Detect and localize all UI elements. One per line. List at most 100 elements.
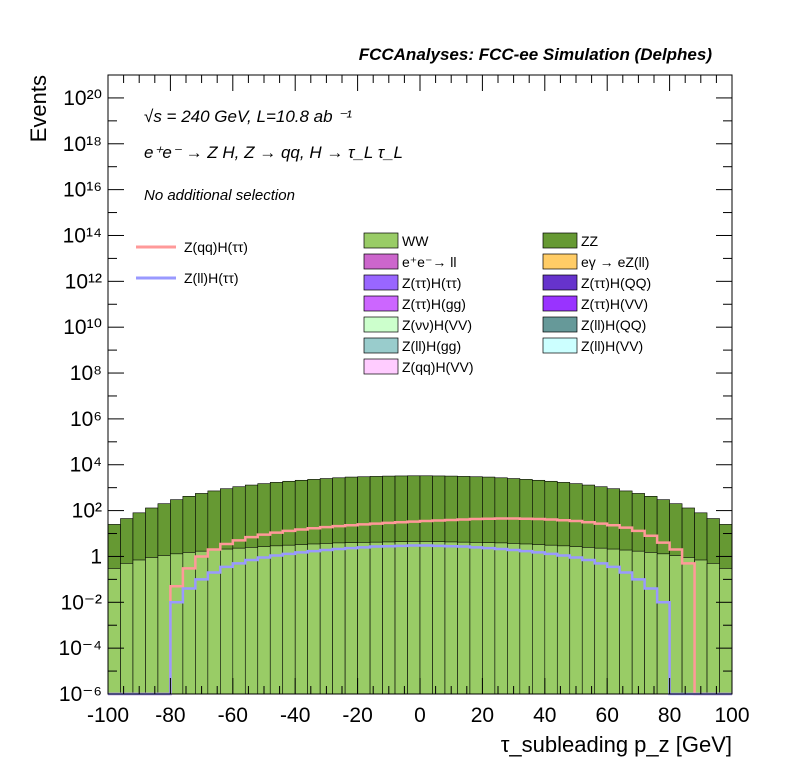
stack-13 <box>107 541 733 695</box>
legend: Z(qq)H(ττ) Z(ll)H(ττ) WW e⁺e⁻→ ll Z(ττ)H(ττ)… <box>136 232 651 375</box>
bar <box>357 542 371 695</box>
legend-entry: Z(qq)H(ττ) <box>184 239 248 255</box>
bar <box>220 548 234 695</box>
legend-swatch <box>542 232 578 249</box>
bar <box>719 568 733 695</box>
bar <box>569 546 583 695</box>
bar <box>344 542 358 695</box>
bar <box>120 563 134 695</box>
bar <box>581 547 596 695</box>
legend-swatch <box>363 337 399 354</box>
x-tick-label: 60 <box>596 704 619 727</box>
bar <box>544 544 558 695</box>
legend-entry: Z(ll)H(ττ) <box>184 270 239 286</box>
bar <box>556 545 571 695</box>
bar <box>319 543 333 695</box>
x-tick-label: 40 <box>533 704 556 727</box>
bar <box>507 543 521 695</box>
bar <box>594 547 608 695</box>
y-tick-label: 10¹² <box>65 270 102 293</box>
legend-entry: Z(ll)H(VV) <box>581 338 643 354</box>
selection-label: No additional selection <box>144 187 295 204</box>
bar <box>631 550 645 695</box>
legend-entry: Z(ττ)H(gg) <box>402 296 466 312</box>
bar <box>332 542 346 695</box>
legend-swatch <box>363 316 399 333</box>
legend-entry: WW <box>402 233 429 249</box>
legend-entry: eγ → eZ(ll) <box>581 254 649 270</box>
bar <box>407 541 421 695</box>
y-tick-label: 10²⁰ <box>63 87 102 110</box>
legend-entry: Z(ττ)H(ττ) <box>402 275 461 291</box>
legend-swatch <box>542 253 578 270</box>
signal-lines <box>108 517 732 696</box>
bar <box>644 552 658 695</box>
bar <box>669 555 683 695</box>
x-tick-label: -60 <box>218 704 248 727</box>
y-tick-label: 10⁻² <box>61 591 102 614</box>
bar <box>606 548 620 695</box>
y-tick-label: 10⁶ <box>70 408 102 431</box>
bar <box>282 544 296 695</box>
x-tick-label: -40 <box>280 704 310 727</box>
signal-line-1 <box>108 517 732 696</box>
legend-entry: Z(ττ)H(QQ) <box>581 275 651 291</box>
y-tick-label: 10⁻⁶ <box>59 683 102 706</box>
legend-swatch <box>363 232 399 249</box>
bar <box>706 563 720 695</box>
bar <box>132 559 146 695</box>
x-tick-label: -80 <box>155 704 185 727</box>
legend-swatch <box>363 295 399 312</box>
bar <box>681 557 695 695</box>
bar <box>394 541 408 695</box>
bar <box>232 547 246 695</box>
legend-swatch <box>363 358 399 375</box>
bar <box>519 543 533 695</box>
bar <box>656 553 670 695</box>
legend-swatch <box>542 274 578 291</box>
x-axis-ticks: -100 -80 -60 -40 -20 0 20 40 60 80 100 <box>87 75 750 727</box>
y-tick-label: 1 <box>90 545 102 568</box>
y-axis-ticks: 10⁻⁶ 10⁻⁴ 10⁻² 1 10² 10⁴ 10⁶ 10⁸ 10¹⁰ 10¹² 10¹⁴ 10¹… <box>59 87 732 706</box>
bar <box>170 553 184 695</box>
legend-entry: e⁺e⁻→ ll <box>402 254 456 270</box>
x-tick-label: 0 <box>414 704 426 727</box>
bar <box>107 568 121 695</box>
y-tick-label: 10¹⁴ <box>63 224 102 247</box>
x-tick-label: -20 <box>342 704 372 727</box>
y-axis-label: Events <box>26 75 51 142</box>
y-tick-label: 10¹⁸ <box>63 133 102 156</box>
bar <box>244 547 259 695</box>
x-tick-label: -100 <box>87 704 129 727</box>
x-tick-label: 20 <box>471 704 494 727</box>
y-tick-label: 10¹⁰ <box>63 316 102 339</box>
bar <box>457 541 471 695</box>
y-tick-label: 10⁴ <box>70 454 102 477</box>
bar <box>257 546 271 695</box>
legend-swatch <box>363 253 399 270</box>
bar <box>444 541 458 695</box>
stacked-histograms <box>107 475 733 695</box>
energy-label: √s = 240 GeV, L=10.8 ab ⁻¹ <box>144 107 352 126</box>
bar <box>382 541 396 695</box>
bar <box>432 541 446 695</box>
y-tick-label: 10⁻⁴ <box>59 637 102 660</box>
bar <box>269 545 284 695</box>
bar <box>419 541 433 695</box>
bar <box>182 552 196 695</box>
bar <box>157 555 171 695</box>
bar <box>307 543 321 695</box>
x-tick-label: 100 <box>714 704 749 727</box>
legend-entry: Z(νν)H(VV) <box>402 317 472 333</box>
bar <box>532 544 546 695</box>
bar <box>494 542 508 695</box>
legend-entry: Z(ll)H(gg) <box>402 338 461 354</box>
process-label: e⁺e⁻ → Z H, Z → qq, H → τ_L τ_L <box>144 143 403 162</box>
signal-line-2 <box>108 544 732 696</box>
bar <box>369 541 383 695</box>
y-tick-label: 10² <box>72 500 102 523</box>
y-tick-label: 10¹⁶ <box>63 179 102 202</box>
bar <box>694 559 708 695</box>
legend-entry: Z(ll)H(QQ) <box>581 317 646 333</box>
